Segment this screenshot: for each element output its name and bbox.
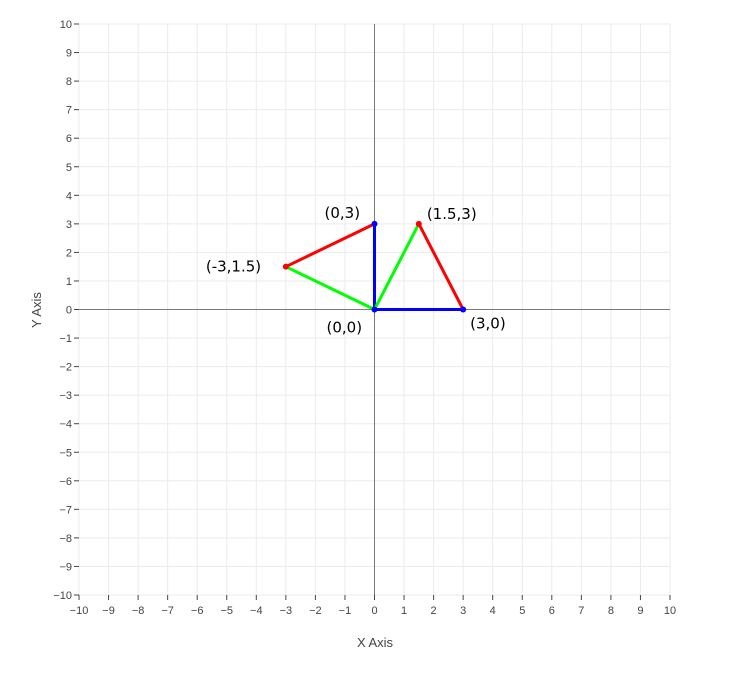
x-tick-label: 3 xyxy=(460,605,466,617)
x-tick-label: 6 xyxy=(549,605,555,617)
x-tick-label: 5 xyxy=(519,605,525,617)
x-tick-label: −3 xyxy=(280,605,293,617)
y-tick-label: −9 xyxy=(59,561,72,573)
y-tick-label: −1 xyxy=(59,333,72,345)
x-tick-label: 1 xyxy=(401,605,407,617)
x-tick-label: −2 xyxy=(309,605,322,617)
points xyxy=(282,220,467,313)
series-line xyxy=(284,222,376,269)
y-tick-label: −2 xyxy=(59,362,72,374)
y-tick-label: −7 xyxy=(59,504,72,516)
y-tick-label: −8 xyxy=(59,533,72,545)
y-tick-label: 9 xyxy=(66,48,72,60)
point-label: (1.5,3) xyxy=(427,205,477,223)
annotations: (0,0) (3,0) (0,3) (1.5,3) (-3,1.5) xyxy=(206,204,506,337)
x-tick-label: 7 xyxy=(578,605,584,617)
x-tick-label: −4 xyxy=(250,605,263,617)
series xyxy=(284,222,465,311)
y-tick-label: −4 xyxy=(59,419,72,431)
point-label: (-3,1.5) xyxy=(206,258,261,276)
data-point xyxy=(371,306,378,313)
x-tick-label: −5 xyxy=(220,605,233,617)
x-tick-label: −10 xyxy=(70,605,89,617)
data-point xyxy=(415,220,422,227)
y-tick-label: 10 xyxy=(60,19,72,31)
x-tick-label: 9 xyxy=(637,605,643,617)
y-tick-label: 2 xyxy=(66,247,72,259)
y-tick-label: −5 xyxy=(59,447,72,459)
data-point xyxy=(371,220,378,227)
y-axis-title: Y Axis xyxy=(29,292,44,328)
data-point xyxy=(282,263,289,270)
x-tick-label: 2 xyxy=(431,605,437,617)
point-label: (3,0) xyxy=(470,315,506,333)
y-tick-label: −6 xyxy=(59,476,72,488)
y-tick-label: −3 xyxy=(59,390,72,402)
data-point xyxy=(460,306,467,313)
y-tick-label: 7 xyxy=(66,105,72,117)
y-tick-label: −10 xyxy=(53,590,72,602)
x-tick-label: −1 xyxy=(339,605,352,617)
y-tick-label: 8 xyxy=(66,76,72,88)
point-label: (0,3) xyxy=(325,204,361,222)
x-tick-label: −8 xyxy=(132,605,145,617)
x-tick-label: 10 xyxy=(664,605,676,617)
point-label: (0,0) xyxy=(327,319,363,337)
x-tick-label: −7 xyxy=(161,605,174,617)
y-tick-label: 5 xyxy=(66,162,72,174)
x-tick-label: 4 xyxy=(490,605,496,617)
tick-labels: −10 −9 −8 −7 −6 −5 −4 −3 −2 −1 0 1 2 3 4 5 6 7 8 9 10−10−9−8… xyxy=(53,19,676,617)
x-tick-label: −9 xyxy=(102,605,115,617)
y-tick-label: 0 xyxy=(66,305,72,317)
x-tick-label: 0 xyxy=(371,605,377,617)
x-axis-title: X Axis xyxy=(357,635,394,650)
x-tick-label: −6 xyxy=(191,605,204,617)
series-line xyxy=(373,222,421,311)
series-line xyxy=(417,222,465,311)
y-tick-label: 3 xyxy=(66,219,72,231)
x-tick-label: 8 xyxy=(608,605,614,617)
y-tick-label: 6 xyxy=(66,133,72,145)
y-tick-label: 1 xyxy=(66,276,72,288)
series-line xyxy=(284,265,376,311)
y-tick-label: 4 xyxy=(66,190,72,202)
